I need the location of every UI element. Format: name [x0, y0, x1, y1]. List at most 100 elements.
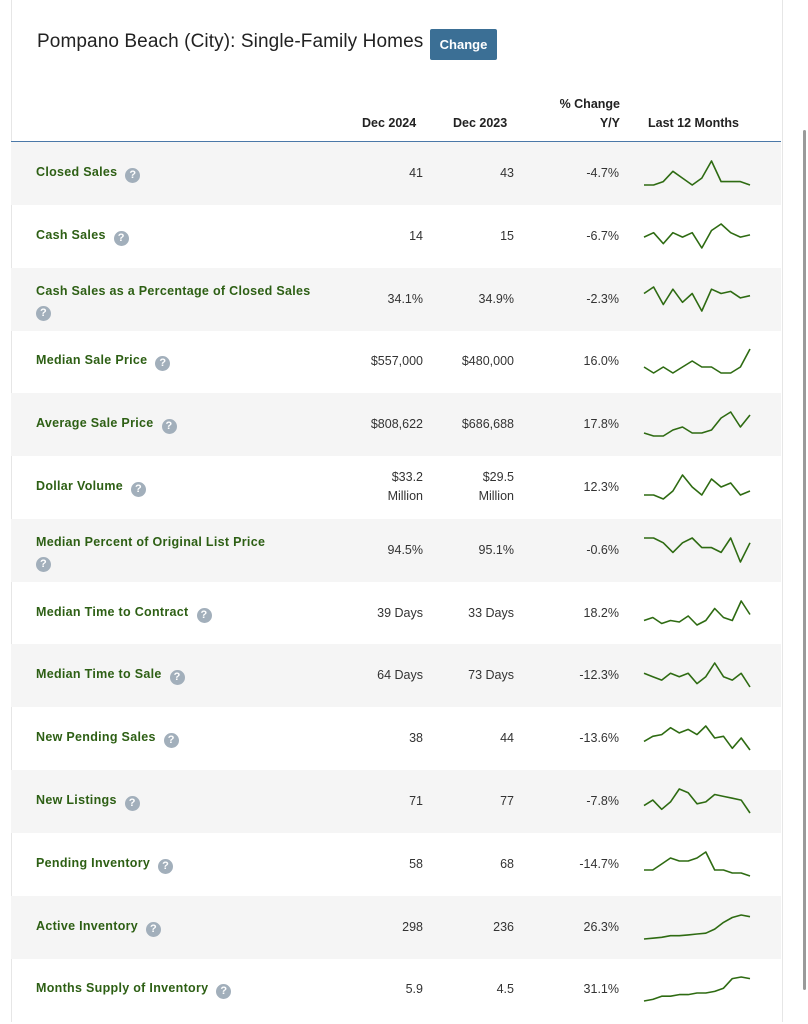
- metric-label[interactable]: Pending Inventory?: [36, 855, 174, 874]
- sparkline-last-12-months: [643, 976, 751, 1003]
- sparkline-series: [643, 285, 751, 312]
- sparkline-last-12-months: [643, 913, 751, 940]
- sparkline-last-12-months: [643, 599, 751, 626]
- value-dec-2023: 34.9%: [478, 291, 514, 306]
- help-icon[interactable]: ?: [196, 607, 212, 623]
- help-icon[interactable]: ?: [36, 305, 51, 321]
- value-change-yy: 17.8%: [583, 417, 619, 432]
- metric-label-text: Months Supply of Inventory: [36, 981, 209, 996]
- col-header-change-line1: % Change: [559, 97, 620, 111]
- value-dec-2024: 298: [402, 919, 423, 934]
- value-dec-2023: 68: [500, 856, 514, 871]
- page-title: Pompano Beach (City): Single-Family Home…: [37, 31, 424, 52]
- metric-label-text: Cash Sales as a Percentage of Closed Sal…: [36, 283, 311, 298]
- metric-label[interactable]: Active Inventory?: [36, 919, 162, 937]
- value-dec-2024: 38: [409, 731, 423, 746]
- value-change-yy: 26.3%: [583, 919, 619, 934]
- value-dec-2023: 77: [500, 794, 514, 808]
- metric-label[interactable]: New Listings?: [36, 793, 140, 811]
- sparkline-series: [643, 222, 751, 249]
- value-dec-2024: 41: [409, 166, 423, 180]
- table-row: Median Percent of Original List Price? 94…: [11, 518, 781, 582]
- metric-label[interactable]: Cash Sales as a Percentage of Closed Sal…: [36, 282, 336, 321]
- help-icon[interactable]: ?: [131, 482, 147, 497]
- value-dec-2024: $33.2 Million: [387, 470, 423, 503]
- value-dec-2024: 58: [409, 856, 423, 871]
- value-dec-2024: 39 Days: [377, 605, 423, 620]
- table-row: Median Sale Price? $557,000 $480,000 16.0%: [11, 330, 781, 393]
- value-change-yy: -0.6%: [586, 542, 619, 557]
- value-dec-2023: 44: [500, 731, 514, 746]
- change-button[interactable]: Change: [430, 29, 497, 60]
- help-icon[interactable]: ?: [169, 670, 185, 686]
- help-icon[interactable]: ?: [163, 733, 179, 749]
- table-row: Median Time to Contract? 39 Days 33 Days 18…: [11, 582, 781, 645]
- sparkline-last-12-months: [643, 411, 751, 437]
- sparkline-series: [644, 536, 751, 563]
- scrollbar[interactable]: [803, 130, 806, 990]
- metric-label[interactable]: Median Time to Sale?: [36, 667, 185, 686]
- value-dec-2023: 33 Days: [468, 605, 514, 620]
- metric-label[interactable]: Average Sale Price?: [36, 416, 177, 435]
- col-header-change-line2: Y/Y: [599, 116, 620, 130]
- metric-label[interactable]: Dollar Volume?: [36, 479, 147, 497]
- value-dec-2023: 15: [500, 228, 514, 243]
- sparkline-series: [643, 599, 751, 626]
- help-icon[interactable]: ?: [161, 419, 177, 435]
- help-icon[interactable]: ?: [36, 556, 51, 572]
- metric-label-text: Pending Inventory: [36, 855, 151, 870]
- table-row: Pending Inventory? 58 68 -14.7%: [11, 833, 781, 896]
- table-row: Active Inventory? 298 236 26.3%: [11, 895, 781, 959]
- value-dec-2023: $29.5 Million: [478, 470, 514, 503]
- col-header-dec2024: Dec 2024: [362, 116, 417, 130]
- help-icon[interactable]: ?: [216, 984, 232, 1000]
- metric-label[interactable]: Months Supply of Inventory?: [36, 981, 232, 1000]
- metric-label[interactable]: New Pending Sales?: [36, 730, 179, 749]
- table-row: Median Time to Sale? 64 Days 73 Days -12.3%: [11, 644, 781, 708]
- value-dec-2024: 94.5%: [387, 542, 423, 557]
- metric-label-text: New Listings: [36, 793, 117, 807]
- metric-label[interactable]: Cash Sales?: [36, 228, 129, 246]
- table-row: New Pending Sales? 38 44 -13.6%: [11, 707, 781, 770]
- value-change-yy: 12.3%: [583, 480, 619, 494]
- metric-label-text: Median Percent of Original List Price: [36, 534, 266, 549]
- metric-label[interactable]: Median Percent of Original List Price?: [36, 533, 336, 572]
- help-icon[interactable]: ?: [125, 168, 141, 183]
- help-icon[interactable]: ?: [155, 356, 171, 372]
- sparkline-series: [643, 788, 751, 814]
- metric-label[interactable]: Median Time to Contract?: [36, 605, 212, 623]
- table-row: Closed Sales? 41 43 -4.7%: [11, 142, 781, 205]
- sparkline-last-12-months: [644, 850, 751, 877]
- sparkline-series: [643, 662, 751, 688]
- metric-label-text: Median Time to Contract: [36, 604, 189, 619]
- sparkline-last-12-months: [643, 788, 751, 814]
- header-divider: [11, 141, 781, 142]
- sparkline-last-12-months: [644, 536, 751, 563]
- value-dec-2023: 43: [500, 166, 514, 180]
- value-change-yy: -13.6%: [579, 731, 619, 746]
- value-change-yy: -4.7%: [586, 166, 619, 180]
- table-row: New Listings? 71 77 -7.8%: [11, 770, 781, 833]
- metric-label-text: Average Sale Price: [36, 416, 154, 431]
- help-icon[interactable]: ?: [124, 796, 140, 811]
- metric-label[interactable]: Median Sale Price?: [36, 353, 171, 372]
- sparkline-series: [643, 411, 751, 437]
- value-change-yy: -2.3%: [586, 291, 619, 306]
- metric-label-text: Closed Sales: [36, 165, 118, 179]
- metric-label[interactable]: Closed Sales?: [36, 165, 141, 183]
- value-change-yy: -12.3%: [579, 668, 619, 683]
- sparkline-series: [643, 725, 751, 751]
- sparkline-series: [643, 913, 751, 940]
- sparkline-last-12-months: [643, 662, 751, 688]
- help-icon[interactable]: ?: [158, 858, 174, 874]
- help-icon[interactable]: ?: [113, 230, 129, 246]
- value-dec-2024: 14: [409, 228, 423, 243]
- value-change-yy: 31.1%: [583, 982, 619, 997]
- value-dec-2023: 4.5: [496, 982, 514, 997]
- col-header-dec2023: Dec 2023: [453, 116, 508, 130]
- metric-label-text: Median Sale Price: [36, 353, 148, 368]
- table-row: Cash Sales? 14 15 -6.7%: [11, 205, 781, 268]
- value-dec-2023: $480,000: [461, 354, 514, 369]
- metric-label-text: Dollar Volume: [36, 479, 124, 493]
- help-icon[interactable]: ?: [146, 921, 162, 937]
